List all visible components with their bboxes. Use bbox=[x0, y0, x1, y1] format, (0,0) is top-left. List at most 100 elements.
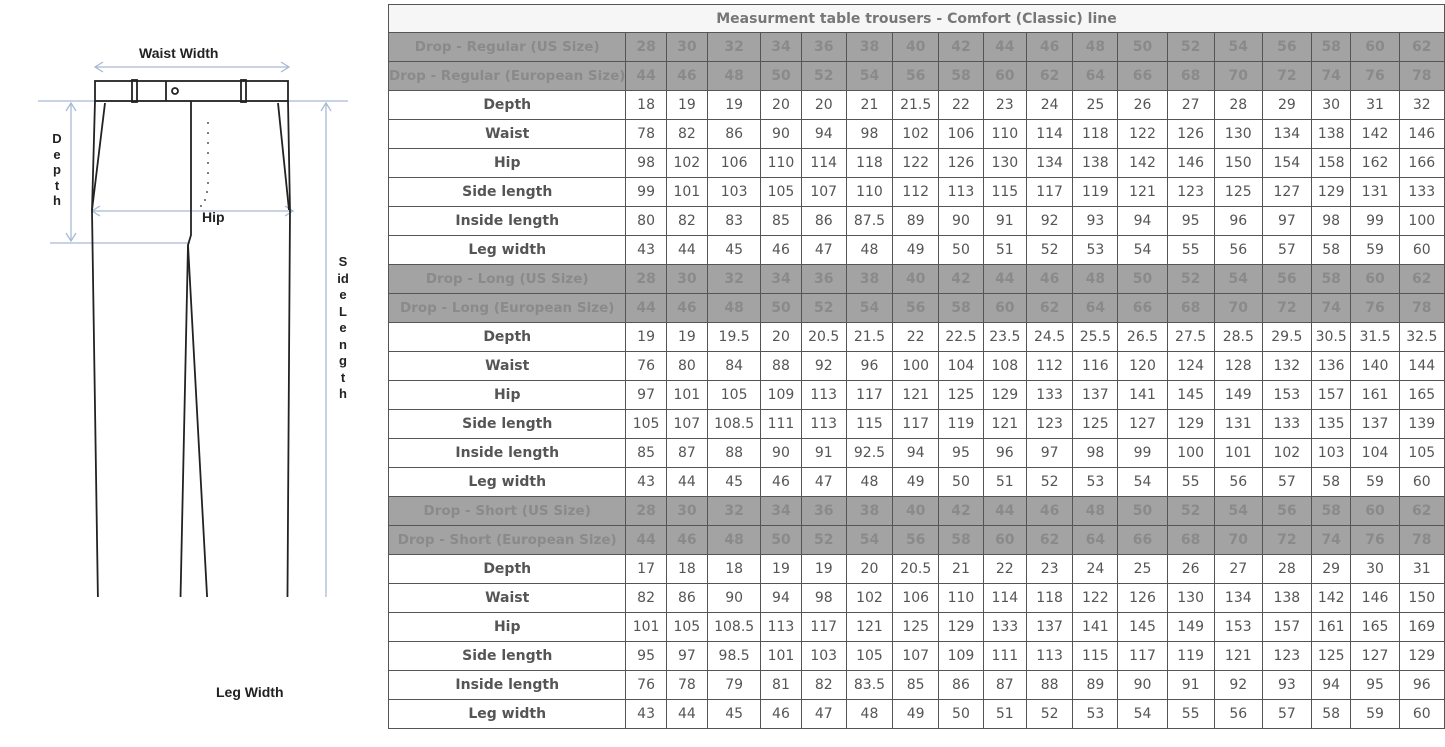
cell-value: 149 bbox=[1213, 380, 1263, 410]
cell-value: 62 bbox=[1025, 525, 1074, 555]
cell-value: 162 bbox=[1350, 148, 1400, 178]
cell-value: 112 bbox=[1025, 351, 1074, 381]
cell-value: 86 bbox=[800, 206, 847, 236]
cell-value: 56 bbox=[1213, 467, 1263, 497]
cell-value: 31 bbox=[1398, 554, 1445, 584]
leg-width-label: Leg Width bbox=[216, 684, 284, 700]
cell-value: 52 bbox=[1025, 235, 1074, 265]
cell-value: 23 bbox=[982, 90, 1028, 120]
cell-value: 105 bbox=[1398, 438, 1445, 468]
cell-value: 141 bbox=[1117, 380, 1168, 410]
cell-value: 93 bbox=[1261, 670, 1312, 700]
cell-value: 53 bbox=[1072, 235, 1119, 265]
cell-value: 92 bbox=[800, 351, 847, 381]
cell-value: 58 bbox=[1310, 32, 1352, 62]
table-row: Inside length 85 87 88 90 91 92.5 94 95 96 97 98 99 1… bbox=[387, 438, 1445, 468]
cell-value: 50 bbox=[938, 699, 984, 729]
cell-value: 83.5 bbox=[845, 670, 894, 700]
cell-value: 94 bbox=[1117, 206, 1168, 236]
cell-value: 142 bbox=[1117, 148, 1168, 178]
cell-value: 18 bbox=[625, 90, 667, 120]
cell-value: 54 bbox=[845, 525, 894, 555]
cell-value: 91 bbox=[800, 438, 847, 468]
cell-value: 68 bbox=[1166, 525, 1215, 555]
cell-value: 118 bbox=[1025, 583, 1074, 613]
cell-value: 84 bbox=[706, 351, 762, 381]
cell-value: 56 bbox=[1261, 496, 1312, 526]
trousers-illustration bbox=[38, 61, 348, 597]
cell-value: 46 bbox=[665, 293, 708, 323]
cell-value: 40 bbox=[892, 32, 940, 62]
cell-value: 54 bbox=[1117, 699, 1168, 729]
cell-value: 53 bbox=[1072, 699, 1119, 729]
cell-value: 121 bbox=[1213, 641, 1263, 671]
row-label: Waist bbox=[387, 119, 627, 149]
cell-value: 113 bbox=[800, 380, 847, 410]
row-label: Leg width bbox=[387, 699, 627, 729]
cell-value: 50 bbox=[1117, 32, 1168, 62]
cell-value: 48 bbox=[1072, 32, 1119, 62]
table-row: Hip 98 102 106 110 114 118 122 126 130 134 138 142 14… bbox=[387, 148, 1445, 178]
row-label: Depth bbox=[387, 554, 627, 584]
cell-value: 62 bbox=[1025, 293, 1074, 323]
cell-value: 134 bbox=[1261, 119, 1312, 149]
cell-value: 102 bbox=[1261, 438, 1312, 468]
cell-value: 105 bbox=[665, 612, 708, 642]
table-row: Waist 78 82 86 90 94 98 102 106 110 114 118 122 126 13… bbox=[387, 119, 1445, 149]
cell-value: 17 bbox=[625, 554, 667, 584]
cell-value: 66 bbox=[1117, 293, 1168, 323]
cell-value: 19 bbox=[665, 90, 708, 120]
cell-value: 56 bbox=[892, 293, 940, 323]
cell-value: 102 bbox=[665, 148, 708, 178]
cell-value: 110 bbox=[760, 148, 802, 178]
cell-value: 60 bbox=[982, 61, 1028, 91]
cell-value: 142 bbox=[1310, 583, 1352, 613]
row-label: Leg width bbox=[387, 467, 627, 497]
cell-value: 46 bbox=[665, 61, 708, 91]
cell-value: 95 bbox=[625, 641, 667, 671]
cell-value: 105 bbox=[845, 641, 894, 671]
cell-value: 50 bbox=[1117, 264, 1168, 294]
row-label: Hip bbox=[387, 612, 627, 642]
cell-value: 38 bbox=[845, 32, 894, 62]
cell-value: 26 bbox=[1166, 554, 1215, 584]
cell-value: 129 bbox=[938, 612, 984, 642]
cell-value: 70 bbox=[1213, 293, 1263, 323]
cell-value: 94 bbox=[892, 438, 940, 468]
cell-value: 28 bbox=[1261, 554, 1312, 584]
cell-value: 19 bbox=[800, 554, 847, 584]
cell-value: 58 bbox=[1310, 467, 1352, 497]
european-size-header-row: Drop - Regular (European Size) 44 46 48 50 52… bbox=[387, 61, 1445, 91]
cell-value: 18 bbox=[706, 554, 762, 584]
cell-value: 28 bbox=[1213, 90, 1263, 120]
cell-value: 49 bbox=[892, 467, 940, 497]
cell-value: 101 bbox=[760, 641, 802, 671]
cell-value: 50 bbox=[1117, 496, 1168, 526]
cell-value: 60 bbox=[1398, 699, 1445, 729]
cell-value: 135 bbox=[1310, 409, 1352, 439]
cell-value: 113 bbox=[760, 612, 802, 642]
cell-value: 66 bbox=[1117, 61, 1168, 91]
cell-value: 101 bbox=[665, 177, 708, 207]
cell-value: 110 bbox=[938, 583, 984, 613]
cell-value: 58 bbox=[1310, 235, 1352, 265]
cell-value: 113 bbox=[800, 409, 847, 439]
cell-value: 44 bbox=[625, 61, 667, 91]
table-row: Depth 19 19 19.5 20 20.5 21.5 22 22.5 23.5 24.5 25.… bbox=[387, 322, 1445, 352]
cell-value: 52 bbox=[800, 525, 847, 555]
cell-value: 72 bbox=[1261, 61, 1312, 91]
cell-value: 52 bbox=[1025, 467, 1074, 497]
cell-value: 110 bbox=[845, 177, 894, 207]
cell-value: 34 bbox=[760, 32, 802, 62]
cell-value: 54 bbox=[1213, 496, 1263, 526]
cell-value: 64 bbox=[1072, 293, 1119, 323]
cell-value: 102 bbox=[845, 583, 894, 613]
waist-width-label: Waist Width bbox=[139, 45, 219, 61]
table-row: Hip 101 105 108.5 113 117 121 125 129 133 137 141 14… bbox=[387, 612, 1445, 642]
cell-value: 108.5 bbox=[706, 409, 762, 439]
cell-value: 166 bbox=[1398, 148, 1445, 178]
cell-value: 105 bbox=[706, 380, 762, 410]
european-size-header-row: Drop - Long (European Size) 44 46 48 50 52 54 5… bbox=[387, 293, 1445, 323]
cell-value: 122 bbox=[1072, 583, 1119, 613]
cell-value: 99 bbox=[1350, 206, 1400, 236]
